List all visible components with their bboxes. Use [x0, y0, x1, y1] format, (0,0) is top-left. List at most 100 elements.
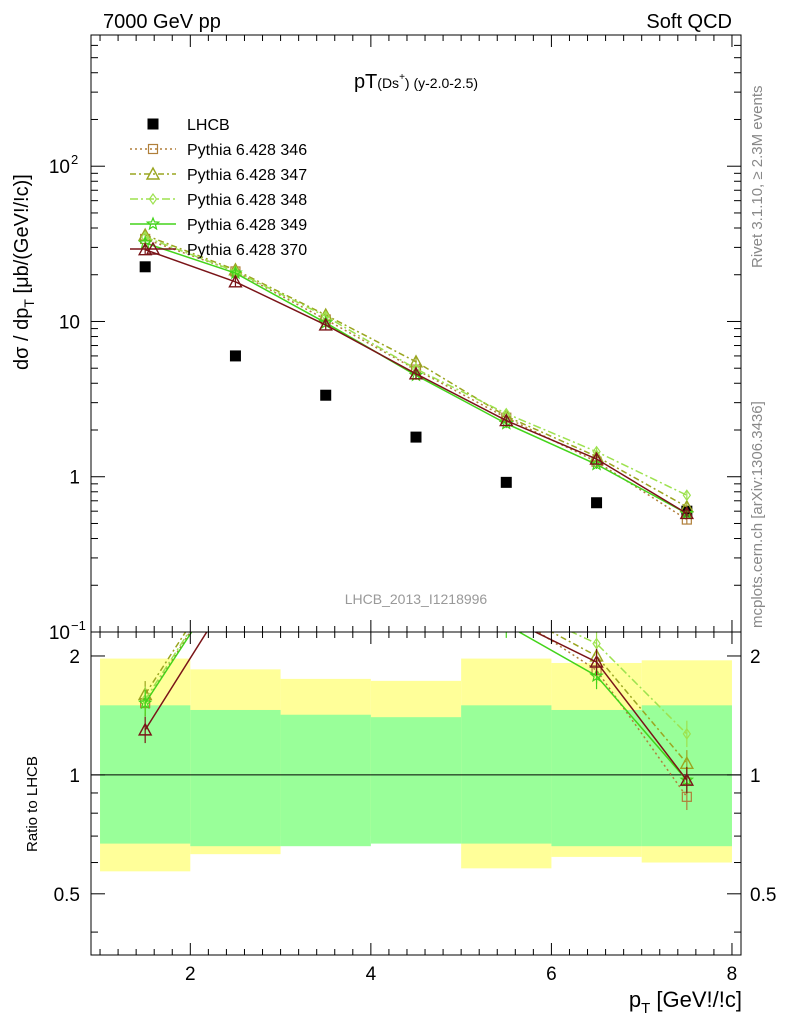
series-3 — [140, 230, 692, 502]
legend-marker-5 — [145, 241, 161, 255]
ratio-tick-label-left-1: 1 — [69, 766, 80, 787]
ratio-marker-2-3 — [410, 578, 422, 589]
ratio-series — [137, 549, 695, 811]
legend-label-2: Pythia 6.428 347 — [187, 167, 307, 184]
data-point-0-3 — [410, 431, 422, 443]
legend-label-0: LHCB — [187, 117, 230, 134]
ratio-marker-4-2 — [320, 583, 331, 594]
green-band-3 — [370, 717, 462, 844]
data-point-0-2 — [320, 389, 332, 401]
ratio-marker-5-4 — [500, 612, 512, 623]
y-tick-label-3: 10 — [49, 623, 70, 644]
legend-label-3: Pythia 6.428 348 — [187, 192, 307, 209]
legend-marker-2 — [145, 166, 161, 180]
ratio-tick-label-left-2: 2 — [69, 647, 80, 668]
top-series — [137, 227, 695, 525]
x-axis-label-a: p — [629, 987, 641, 1012]
data-point-0-4 — [500, 476, 512, 488]
header-left: 7000 GeV pp — [103, 11, 221, 33]
y-tick-label-base-1: 10 — [59, 312, 80, 333]
side-text-top: Rivet 3.1.10, ≥ 2.3M events — [749, 86, 766, 269]
green-band-5 — [551, 709, 642, 847]
y-tick-label-2: 1 — [69, 468, 80, 489]
marker-5-4 — [499, 413, 514, 427]
y-tick-label-base-0: 10 — [49, 157, 70, 178]
ratio-bands — [91, 658, 741, 872]
ratio-marker-5-6 — [679, 772, 695, 786]
ratio-marker-5-1 — [229, 580, 241, 591]
legend-label-4: Pythia 6.428 349 — [187, 217, 307, 234]
ratio-tick-label-right-2: 2 — [750, 647, 761, 668]
y-axis-label-bottom: Ratio to LHCB — [24, 756, 41, 852]
y-tick-label-base-2: 1 — [69, 468, 80, 489]
ratio-marker-3-5 — [592, 637, 601, 650]
marker-5-2 — [318, 317, 333, 331]
legend-label-5: Pythia 6.428 370 — [187, 242, 307, 259]
series-line-5 — [144, 248, 688, 515]
plot-title-tail: (y-2.0-2.5) — [410, 75, 478, 91]
legend-marker-1 — [147, 143, 159, 155]
ratio-marker-2-4 — [500, 602, 512, 613]
ratio-marker-3-4 — [503, 596, 510, 606]
plot-title-close: ) — [405, 75, 410, 91]
ratio-marker-2-2 — [320, 564, 332, 575]
ratio-marker-2-1 — [229, 549, 241, 560]
ratio-tick-label-left-0.5: 0.5 — [54, 885, 80, 906]
legend-marker-3 — [148, 192, 158, 206]
y-tick-label-base-3: 10 — [49, 623, 70, 644]
x-tick-label-2: 2 — [185, 964, 196, 985]
ratio-marker-1-1 — [231, 555, 240, 564]
ratio-marker-5-0 — [137, 722, 153, 736]
legend-marker-0 — [147, 118, 159, 130]
marker-5-6 — [679, 506, 695, 520]
y-tick-label-1: 10 — [59, 312, 80, 333]
marker-3-6 — [682, 489, 692, 502]
header-right: Soft QCD — [646, 11, 732, 33]
y-axis-label-top-b: [μb/(GeV!/!c)] — [11, 174, 33, 299]
ratio-marker-1-4 — [502, 606, 511, 615]
ratio-marker-1-2 — [321, 576, 330, 585]
ratio-marker-4-0 — [137, 695, 153, 710]
data-point-0-5 — [591, 497, 603, 509]
legend-label-1: Pythia 6.428 346 — [187, 142, 307, 159]
data-point-0-0 — [139, 261, 151, 273]
ratio-series-5 — [137, 580, 695, 794]
ratio-marker-4-1 — [230, 559, 242, 570]
legend-marker-4 — [145, 216, 161, 231]
marker-4-5 — [589, 456, 604, 471]
analysis-watermark: LHCB_2013_I1218996 — [345, 591, 488, 607]
ratio-marker-5-3 — [410, 608, 422, 619]
y-tick-label-exp-3: −1 — [71, 618, 86, 633]
x-tick-label-8: 8 — [727, 964, 738, 985]
ratio-marker-4-3 — [410, 612, 421, 623]
legend: LHCB Pythia 6.428 346 Pythia 6.428 347 Pyth… — [130, 117, 307, 259]
ratio-tick-label-right-1: 1 — [750, 766, 761, 787]
marker-5-1 — [228, 274, 243, 288]
y-axis-label-top-sub: T — [21, 299, 37, 308]
x-tick-label-6: 6 — [546, 964, 557, 985]
y-tick-label-0: 10 — [49, 157, 70, 178]
green-band-2 — [280, 714, 371, 847]
marker-5-3 — [408, 366, 424, 380]
ratio-marker-3-2 — [322, 570, 329, 580]
series-0 — [139, 261, 693, 517]
y-axis-label-top: dσ / dpT [μb/(GeV!/!c)] — [11, 174, 37, 370]
y-axis-label-top-a: dσ / dp — [11, 308, 33, 370]
ratio-marker-4-4 — [501, 619, 512, 630]
plot-title-sup: + — [399, 72, 405, 83]
plot-title-sub: (Ds — [377, 75, 399, 91]
ratio-tick-label-right-0.5: 0.5 — [750, 885, 776, 906]
side-text-bottom: mcplots.cern.ch [arXiv:1306.3436] — [749, 401, 766, 628]
x-tick-label-4: 4 — [366, 964, 377, 985]
data-point-0-1 — [229, 350, 241, 362]
ratio-marker-3-1 — [232, 555, 239, 565]
green-band-1 — [190, 709, 281, 847]
series-5 — [137, 242, 695, 520]
ratio-marker-5-2 — [320, 589, 332, 600]
bottom-frame — [90, 631, 742, 956]
plot-title: pT(Ds+) (y-2.0-2.5) — [354, 71, 478, 93]
x-axis-label-sub: T — [641, 1000, 650, 1017]
ratio-marker-3-6 — [682, 727, 692, 740]
